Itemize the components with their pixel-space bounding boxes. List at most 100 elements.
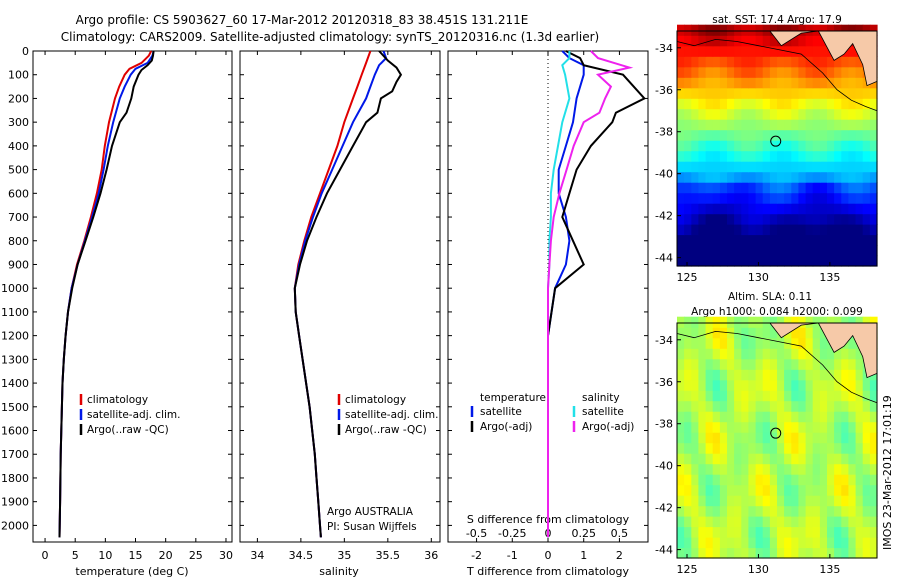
sst_map-cell bbox=[684, 213, 692, 225]
sla_map-cell bbox=[819, 390, 828, 402]
sla_map-cell bbox=[734, 337, 742, 349]
sst_map-cell bbox=[777, 56, 785, 68]
sst_map-cell bbox=[705, 234, 714, 246]
sla_map-cell bbox=[698, 526, 707, 538]
sla_map-cell bbox=[691, 348, 699, 360]
sst_map-cell bbox=[677, 129, 685, 141]
sst_map-cell bbox=[841, 66, 849, 78]
sla_map-cell bbox=[719, 537, 728, 549]
sst_map-cell bbox=[834, 24, 842, 36]
sst_map-cell bbox=[705, 98, 714, 110]
sst_map-cell bbox=[748, 234, 757, 246]
sla_map-cell bbox=[734, 526, 742, 538]
sla_map-cell bbox=[705, 537, 714, 549]
sla_map-cell bbox=[698, 390, 707, 402]
sst_map-cell bbox=[834, 213, 842, 225]
sst_map-cell bbox=[677, 66, 685, 78]
sla_map-cell bbox=[677, 390, 685, 402]
sst_map-cell bbox=[869, 87, 878, 99]
sst_map-cell bbox=[677, 56, 685, 68]
sla_map-cell bbox=[848, 379, 857, 391]
sla_map-cell bbox=[805, 358, 814, 370]
sla_map-cell bbox=[777, 421, 785, 433]
sla_map-cell bbox=[869, 537, 878, 549]
sst_map-cell bbox=[698, 129, 707, 141]
sla_map-cell bbox=[869, 495, 878, 507]
sst_map-cell bbox=[784, 77, 792, 89]
sla_map-cell bbox=[755, 453, 764, 465]
sst_map-cell bbox=[719, 98, 728, 110]
sst_map-cell bbox=[834, 203, 842, 215]
sst_map-cell bbox=[841, 56, 849, 68]
sla_map-cell bbox=[727, 484, 735, 496]
sst_map-cell bbox=[719, 140, 728, 152]
sla_map-cell bbox=[841, 400, 849, 412]
sst_map-cell bbox=[748, 224, 757, 236]
sla_map-cell bbox=[862, 526, 871, 538]
sla_map-cell bbox=[755, 379, 764, 391]
sst_map-cell bbox=[805, 213, 814, 225]
sst_map-cell bbox=[805, 234, 814, 246]
sst_map-cell bbox=[691, 192, 699, 204]
temperature-ytick-label: 1900 bbox=[1, 496, 29, 509]
sla_map-cell bbox=[677, 369, 685, 381]
sla_map-cell bbox=[741, 432, 749, 444]
sst_map-cell bbox=[869, 255, 878, 267]
sst_map-cell bbox=[805, 245, 814, 257]
sst_map-cell bbox=[855, 56, 864, 68]
sla_map-cell bbox=[812, 358, 821, 370]
sla_map-cell bbox=[677, 495, 685, 507]
sla_map-cell bbox=[705, 348, 714, 360]
sla_map-cell bbox=[812, 337, 821, 349]
sst_map-cell bbox=[712, 182, 721, 194]
sst_map-cell bbox=[777, 108, 785, 120]
sla_map-cell bbox=[741, 421, 749, 433]
sst_map-cell bbox=[827, 203, 835, 215]
sst_map-cell bbox=[748, 255, 757, 267]
sst_map-cell bbox=[734, 192, 742, 204]
sst_map-cell bbox=[819, 129, 828, 141]
temperature-panel: temperature (deg C) 01002003004005006007… bbox=[1, 45, 233, 578]
sla_map-cell bbox=[812, 390, 821, 402]
sla_map-cell bbox=[812, 316, 821, 328]
sla_map-cell bbox=[762, 390, 771, 402]
sst_map-cell bbox=[834, 56, 842, 68]
sla_map-cell bbox=[677, 337, 685, 349]
sla_map-cell bbox=[798, 358, 807, 370]
sla_map-cell bbox=[741, 411, 749, 423]
sst_map-cell bbox=[798, 171, 807, 183]
sla_map-cell bbox=[762, 505, 771, 517]
sst_map-cell bbox=[677, 224, 685, 236]
sla_map-cell bbox=[798, 390, 807, 402]
sst_map-cell bbox=[848, 45, 857, 57]
sst_map-cell bbox=[691, 203, 699, 215]
sla_map-cell bbox=[734, 379, 742, 391]
sst_map-cell bbox=[798, 87, 807, 99]
sla_map-cell bbox=[698, 537, 707, 549]
sla_map-cell bbox=[798, 474, 807, 486]
sla_map-cell bbox=[734, 358, 742, 370]
sla_map-cell bbox=[727, 432, 735, 444]
sst_map-cell bbox=[812, 119, 821, 131]
sst_map-cell bbox=[805, 171, 814, 183]
sla_map-cell bbox=[777, 547, 785, 559]
sla_map-cell bbox=[741, 400, 749, 412]
sla_map-cell bbox=[784, 484, 792, 496]
sla_map-cell bbox=[755, 442, 764, 454]
sst_map-cell bbox=[848, 192, 857, 204]
sla_map-cell bbox=[769, 327, 778, 339]
sst_map-cell bbox=[827, 56, 835, 68]
sla-map-title-line1: Altim. SLA: 0.11 bbox=[728, 291, 812, 303]
difference-legend-temperature-item: Argo(-adj) bbox=[480, 421, 532, 433]
sla_map-cell bbox=[705, 337, 714, 349]
sst_map-cell bbox=[691, 98, 699, 110]
sst_map-cell bbox=[762, 24, 771, 36]
sla_map-cell bbox=[819, 379, 828, 391]
sla_map-cell bbox=[855, 400, 864, 412]
sla_map-cell bbox=[691, 526, 699, 538]
sst_map-cell bbox=[719, 161, 728, 173]
sla_map-cell bbox=[798, 495, 807, 507]
sla_map-cell bbox=[777, 348, 785, 360]
sla_map-cell bbox=[769, 484, 778, 496]
sla_map-cell bbox=[734, 484, 742, 496]
